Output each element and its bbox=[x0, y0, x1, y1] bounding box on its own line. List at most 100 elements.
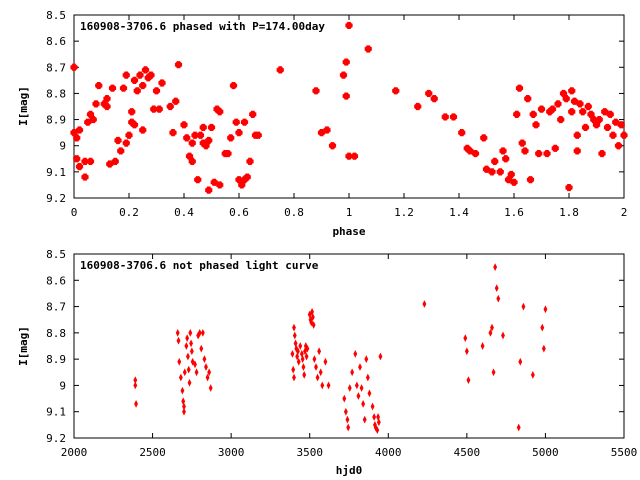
phased-data-point bbox=[81, 173, 89, 181]
phased-data-point bbox=[158, 79, 166, 87]
unphased-data-point bbox=[490, 323, 494, 332]
phased-data-point bbox=[524, 95, 532, 103]
unphased-y-tick-label: 8.8 bbox=[46, 327, 66, 340]
phased-x-tick-label: 2 bbox=[621, 206, 628, 219]
phased-data-point bbox=[537, 105, 546, 113]
phased-data-point bbox=[609, 131, 617, 139]
phased-x-tick-label: 0.2 bbox=[119, 206, 139, 219]
phased-y-tick-label: 8.7 bbox=[46, 61, 66, 74]
unphased-y-tick-label: 8.5 bbox=[46, 248, 66, 261]
phased-data-point bbox=[139, 81, 147, 90]
unphased-data-point bbox=[358, 363, 362, 371]
unphased-data-point bbox=[365, 373, 370, 382]
unphased-data-point bbox=[295, 347, 300, 356]
unphased-x-tick-label: 2500 bbox=[139, 446, 166, 459]
phased-data-point bbox=[106, 160, 114, 168]
phased-y-tick-label: 8.5 bbox=[46, 9, 66, 22]
unphased-data-point bbox=[364, 355, 369, 364]
phased-data-point bbox=[125, 131, 133, 139]
phased-data-point bbox=[92, 100, 100, 108]
unphased-data-point bbox=[292, 331, 297, 340]
unphased-data-point bbox=[516, 423, 521, 432]
phased-data-point bbox=[246, 157, 254, 165]
phased-data-point bbox=[471, 149, 480, 158]
phased-data-point bbox=[243, 173, 251, 181]
phased-data-point bbox=[117, 147, 125, 155]
unphased-data-point bbox=[180, 386, 185, 395]
phased-data-point bbox=[529, 110, 537, 118]
phased-data-point bbox=[502, 155, 510, 163]
phased-data-point bbox=[548, 105, 557, 113]
phased-data-point bbox=[130, 76, 139, 84]
unphased-data-point bbox=[378, 352, 383, 361]
phased-data-point bbox=[122, 71, 130, 79]
unphased-plot-frame bbox=[73, 253, 625, 439]
unphased-data-point bbox=[189, 339, 194, 348]
unphased-data-point bbox=[463, 334, 468, 342]
phased-y-tick-label: 8.8 bbox=[46, 87, 66, 100]
phased-x-tick-label: 1.4 bbox=[449, 206, 469, 219]
unphased-data-point bbox=[376, 418, 381, 427]
phased-data-point bbox=[207, 123, 216, 132]
phased-chart-title: 160908-3706.6 phased with P=174.00day bbox=[80, 20, 325, 33]
phased-data-point bbox=[551, 144, 559, 152]
phased-data-point bbox=[73, 134, 81, 142]
unphased-data-point bbox=[295, 352, 300, 361]
phased-y-tick-label: 8.9 bbox=[46, 114, 66, 127]
unphased-chart-title: 160908-3706.6 not phased light curve bbox=[80, 259, 319, 272]
unphased-data-point bbox=[501, 331, 505, 340]
unphased-data-point bbox=[200, 328, 205, 337]
phased-data-point bbox=[342, 92, 350, 100]
phased-x-tick-label: 1.2 bbox=[394, 206, 414, 219]
unphased-data-point bbox=[292, 373, 296, 382]
phased-data-point bbox=[194, 176, 202, 184]
phased-y-tick-label: 8.6 bbox=[46, 35, 66, 48]
unphased-x-tick-label: 4500 bbox=[454, 446, 481, 459]
phased-data-point bbox=[136, 71, 144, 79]
unphased-data-point bbox=[491, 368, 496, 377]
phased-data-point bbox=[232, 118, 240, 126]
phased-data-point bbox=[543, 149, 551, 158]
phased-x-tick-label: 1.8 bbox=[559, 206, 579, 219]
unphased-data-point bbox=[518, 357, 523, 366]
phased-data-point bbox=[86, 157, 95, 165]
unphased-data-point bbox=[354, 381, 359, 390]
phased-data-point bbox=[342, 58, 350, 66]
phased-data-point bbox=[205, 136, 213, 145]
phased-data-point bbox=[317, 129, 326, 137]
phased-data-point bbox=[216, 181, 224, 189]
unphased-data-point bbox=[312, 355, 317, 364]
phased-data-point bbox=[205, 186, 213, 194]
unphased-data-point bbox=[464, 347, 469, 356]
unphased-data-point bbox=[530, 371, 535, 379]
phased-x-tick-label: 0.6 bbox=[229, 206, 249, 219]
phased-panel: 0 0.2 0.4 0.6 0.8 1 1.2 1.4 1.6 1.8 2 8.5 8.6 8.7 8.8… bbox=[17, 9, 628, 238]
unphased-y-tick-label: 9 bbox=[59, 379, 66, 392]
phased-data-point bbox=[174, 61, 183, 69]
unphased-data-point bbox=[347, 384, 352, 392]
unphased-data-point bbox=[177, 357, 182, 366]
phased-data-point bbox=[518, 139, 526, 147]
unphased-data-point bbox=[182, 368, 187, 377]
phased-data-point bbox=[323, 126, 331, 134]
unphased-data-point bbox=[133, 381, 138, 390]
unphased-data-point bbox=[541, 344, 546, 353]
unphased-data-point bbox=[300, 355, 305, 364]
unphased-data-point bbox=[194, 368, 199, 377]
phased-data-point bbox=[499, 147, 507, 155]
phased-data-point bbox=[521, 147, 529, 155]
phased-data-point bbox=[557, 115, 565, 124]
phased-data-point bbox=[196, 131, 205, 139]
phased-data-point bbox=[229, 81, 238, 90]
phased-data-point bbox=[166, 102, 174, 111]
phased-data-point bbox=[598, 149, 606, 158]
phased-data-point bbox=[345, 21, 353, 30]
unphased-data-point bbox=[353, 350, 358, 358]
phased-data-point bbox=[458, 129, 466, 137]
unphased-data-point bbox=[202, 355, 207, 364]
phased-data-point bbox=[188, 139, 196, 147]
unphased-data-point bbox=[182, 407, 186, 416]
unphased-data-point bbox=[184, 342, 189, 350]
unphased-y-ticks: 8.5 8.6 8.7 8.8 8.9 9 9.1 9.2 bbox=[46, 248, 624, 445]
unphased-data-point bbox=[305, 344, 310, 353]
